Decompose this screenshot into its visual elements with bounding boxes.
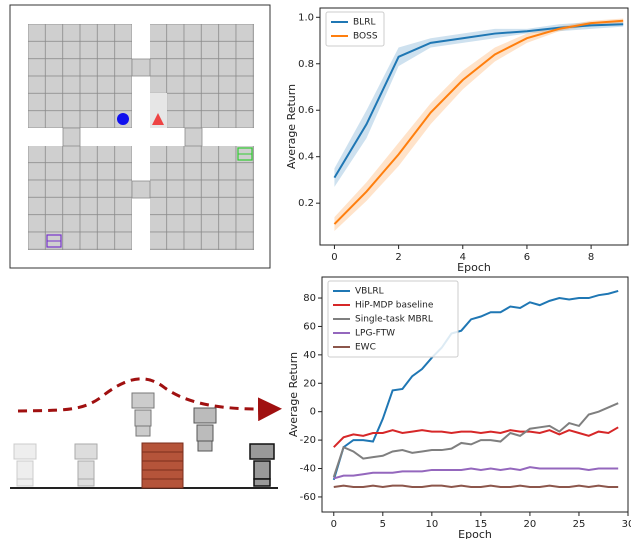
legend-label: BLRL <box>353 18 375 28</box>
room <box>28 24 132 128</box>
y-tick-label: -40 <box>300 464 316 475</box>
legend-label: LPG-FTW <box>355 329 395 339</box>
agent <box>117 113 129 125</box>
legend-label: VBLRL <box>355 287 384 297</box>
door <box>185 128 202 146</box>
y-tick-label: 0.6 <box>298 105 314 116</box>
y-tick-label: 40 <box>303 350 316 361</box>
bricks <box>142 443 183 488</box>
legend-label: Single-task MBRL <box>355 315 433 325</box>
y-tick-label: 0 <box>310 407 316 418</box>
legend-label: HiP-MDP baseline <box>355 301 434 311</box>
x-tick-label: 8 <box>588 252 594 263</box>
y-tick-label: 0.4 <box>298 152 314 163</box>
room <box>150 146 254 250</box>
x-tick-label: 5 <box>380 519 386 530</box>
x-axis-label: Epoch <box>457 261 491 274</box>
legend-label: EWC <box>355 343 376 353</box>
robot-final <box>250 444 274 486</box>
door <box>132 181 150 198</box>
gridworld <box>10 5 270 268</box>
y-tick-label: 60 <box>303 321 316 332</box>
door <box>132 59 150 76</box>
robot-jump <box>132 393 154 436</box>
robot-jump <box>194 408 216 451</box>
x-tick-label: 0 <box>331 252 337 263</box>
x-tick-label: 25 <box>573 519 586 530</box>
robot-ghost <box>14 444 36 486</box>
robot-illustration <box>10 379 278 488</box>
x-tick-label: 2 <box>395 252 401 263</box>
chart: 051015202530-60-40-20020406080EpochAvera… <box>287 277 631 539</box>
brick-wall <box>142 443 183 488</box>
y-axis-label: Average Return <box>285 84 298 169</box>
room <box>28 146 132 250</box>
figure: 024680.20.40.60.81.0EpochAverage ReturnB… <box>0 0 631 539</box>
x-tick-label: 6 <box>524 252 530 263</box>
x-tick-label: 20 <box>524 519 537 530</box>
x-tick-label: 10 <box>425 519 438 530</box>
y-tick-label: 1.0 <box>298 12 314 23</box>
x-axis-label: Epoch <box>458 528 492 539</box>
robot-ghost <box>75 444 97 486</box>
legend-label: BOSS <box>353 32 378 42</box>
x-tick-label: 0 <box>331 519 337 530</box>
y-tick-label: 20 <box>303 378 316 389</box>
y-axis-label: Average Return <box>287 352 300 437</box>
y-tick-label: -20 <box>300 435 316 446</box>
y-tick-label: 0.8 <box>298 59 314 70</box>
y-tick-label: 0.2 <box>298 198 314 209</box>
y-tick-label: 80 <box>303 293 316 304</box>
x-tick-label: 30 <box>622 519 631 530</box>
y-tick-label: -60 <box>300 492 316 503</box>
door <box>63 128 80 146</box>
